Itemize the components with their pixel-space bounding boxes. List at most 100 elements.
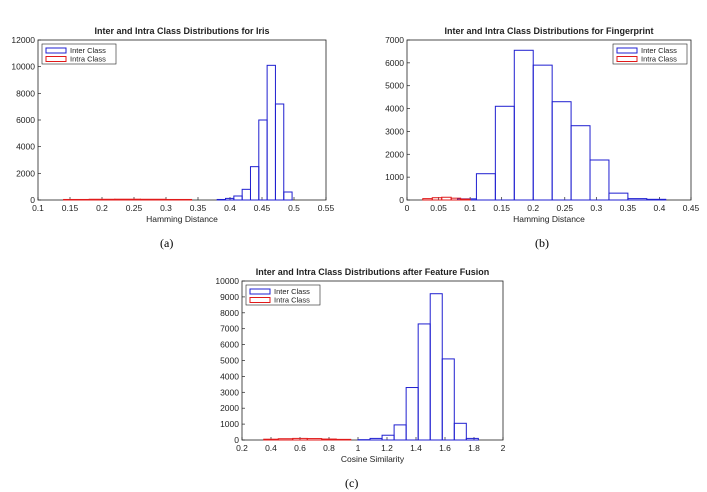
legend-entry: Inter Class — [70, 46, 106, 55]
y-tick-label: 3000 — [220, 387, 239, 397]
inter-class-bar — [417, 323, 431, 441]
intra-class-bar — [422, 198, 433, 201]
inter-class-bar — [216, 198, 227, 201]
y-tick-label: 5000 — [385, 81, 404, 91]
intra-class-bar — [63, 198, 90, 201]
y-tick-label: 5000 — [220, 356, 239, 366]
x-tick-label: 0.3 — [160, 203, 172, 213]
legend-entry: Intra Class — [274, 296, 310, 305]
intra-class-bar — [277, 438, 294, 441]
legend-swatch — [616, 56, 638, 62]
x-tick-label: 0.3 — [590, 203, 602, 213]
x-tick-label: 2 — [501, 443, 506, 453]
inter-class-bar — [266, 64, 276, 201]
x-tick-label: 0.1 — [32, 203, 44, 213]
inter-class-bar — [258, 119, 268, 201]
x-tick-label: 0.4 — [265, 443, 277, 453]
y-tick-label: 4000 — [16, 142, 35, 152]
chart-title: Inter and Intra Class Distributions for … — [94, 26, 269, 36]
intra-class-bar — [88, 198, 116, 201]
inter-class-bar — [475, 173, 496, 201]
y-tick-label: 0 — [399, 195, 404, 205]
intra-class-bar — [335, 438, 352, 441]
legend-swatch — [45, 47, 67, 54]
inter-class-bar — [608, 192, 629, 201]
x-tick-label: 0.2 — [527, 203, 539, 213]
intra-class-bar — [431, 197, 443, 201]
inter-class-bar — [570, 125, 591, 201]
inter-class-bar — [274, 103, 285, 201]
legend-box — [612, 43, 688, 65]
x-axis-label: Hamming Distance — [146, 214, 218, 224]
caption-a: (a) — [160, 236, 174, 250]
y-tick-label: 8000 — [16, 88, 35, 98]
x-tick-label: 0.6 — [294, 443, 306, 453]
intra-class-bar — [139, 198, 167, 201]
x-tick-label: 1 — [356, 443, 361, 453]
chart-feature-fusion: Inter and Intra Class Distributions afte… — [215, 267, 506, 464]
y-tick-label: 8000 — [220, 308, 239, 318]
legend-entry: Inter Class — [274, 287, 310, 296]
x-tick-label: 0.4 — [224, 203, 236, 213]
chart-iris: Inter and Intra Class Distributions for … — [11, 26, 335, 224]
x-tick-label: 0.15 — [493, 203, 510, 213]
y-tick-label: 6000 — [220, 340, 239, 350]
legend-box — [245, 284, 321, 306]
chart-fingerprint: Inter and Intra Class Distributions for … — [385, 26, 700, 224]
y-tick-label: 7000 — [385, 35, 404, 45]
inter-class-bar — [429, 293, 443, 441]
inter-class-bar — [551, 101, 572, 201]
intra-class-bar — [321, 438, 337, 441]
legend-swatch — [45, 56, 67, 62]
inter-class-bar — [453, 422, 467, 441]
inter-class-bar — [241, 188, 251, 201]
intra-class-bar — [165, 198, 193, 201]
x-tick-label: 1.8 — [468, 443, 480, 453]
inter-class-bar — [441, 358, 455, 441]
inter-class-bar — [532, 64, 553, 201]
x-tick-label: 1.6 — [439, 443, 451, 453]
y-tick-label: 7000 — [220, 324, 239, 334]
x-tick-label: 0.4 — [654, 203, 666, 213]
inter-class-bar — [249, 166, 260, 201]
x-tick-label: 0.25 — [557, 203, 574, 213]
intra-class-bar — [263, 438, 279, 441]
x-tick-label: 0.5 — [288, 203, 300, 213]
legend-entry: Intra Class — [641, 55, 677, 64]
caption-b: (b) — [535, 236, 549, 250]
chart-title: Inter and Intra Class Distributions afte… — [256, 267, 490, 277]
y-tick-label: 2000 — [16, 168, 35, 178]
y-tick-label: 0 — [30, 195, 35, 205]
chart-title: Inter and Intra Class Distributions for … — [444, 26, 653, 36]
inter-class-bar — [381, 434, 395, 441]
y-tick-label: 1000 — [385, 172, 404, 182]
inter-class-bar — [646, 198, 667, 201]
y-tick-label: 2000 — [385, 149, 404, 159]
inter-class-bar — [465, 437, 479, 441]
intra-class-bar — [460, 198, 471, 201]
x-tick-label: 0.8 — [323, 443, 335, 453]
inter-class-bar — [369, 437, 383, 441]
y-tick-label: 6000 — [385, 58, 404, 68]
x-tick-label: 0 — [405, 203, 410, 213]
x-tick-label: 0.35 — [620, 203, 637, 213]
legend-entry: Inter Class — [641, 46, 677, 55]
inter-class-bar — [283, 191, 293, 201]
y-tick-label: 6000 — [16, 115, 35, 125]
x-tick-label: 0.2 — [236, 443, 248, 453]
x-axis-label: Hamming Distance — [513, 214, 585, 224]
y-tick-label: 9000 — [220, 292, 239, 302]
x-tick-label: 0.45 — [683, 203, 700, 213]
x-tick-label: 1.2 — [381, 443, 393, 453]
legend-swatch — [616, 47, 638, 54]
legend-box — [41, 43, 117, 65]
legend-entry: Intra Class — [70, 55, 106, 64]
legend-swatch — [249, 297, 271, 303]
inter-class-bar — [405, 387, 419, 441]
x-tick-label: 0.55 — [318, 203, 335, 213]
x-tick-label: 0.15 — [62, 203, 79, 213]
y-tick-label: 4000 — [220, 371, 239, 381]
x-tick-label: 0.2 — [96, 203, 108, 213]
y-tick-label: 12000 — [11, 35, 35, 45]
y-tick-label: 2000 — [220, 403, 239, 413]
